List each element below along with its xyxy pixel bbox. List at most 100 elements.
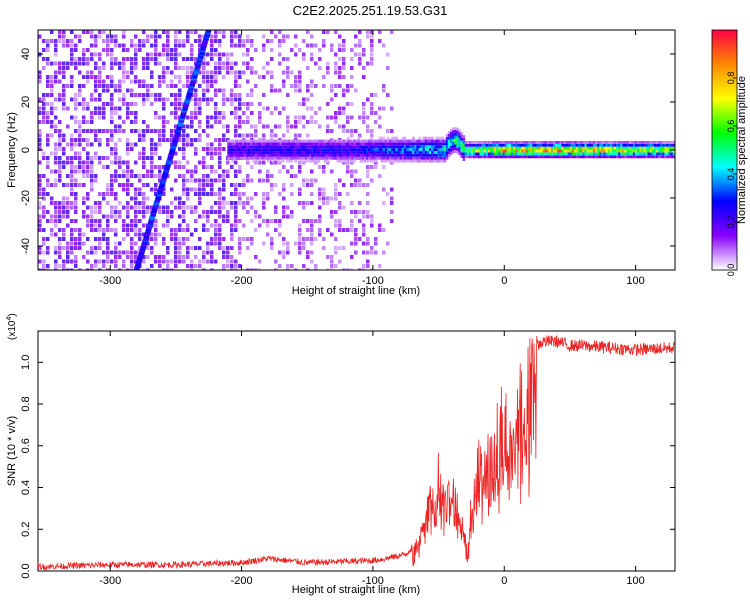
- noise-cell: [242, 183, 246, 187]
- noise-cell: [370, 30, 374, 34]
- band-cell: [647, 155, 651, 159]
- noise-cell: [210, 97, 214, 102]
- band-cell: [258, 139, 262, 143]
- noise-cell: [294, 174, 298, 178]
- band-cell: [563, 155, 567, 159]
- noise-cell: [98, 70, 102, 75]
- band-cell: [454, 127, 457, 130]
- noise-cell: [54, 52, 58, 57]
- noise-cell: [138, 151, 142, 156]
- noise-cell: [222, 196, 226, 201]
- noise-cell: [266, 219, 270, 223]
- noise-cell: [278, 52, 282, 57]
- noise-cell: [162, 75, 166, 79]
- band-cell: [250, 156, 253, 160]
- noise-cell: [294, 120, 298, 124]
- noise-cell: [350, 210, 354, 214]
- band-cell: [542, 146, 546, 150]
- band-cell: [342, 151, 346, 154]
- band-cell: [233, 156, 237, 160]
- band-cell: [302, 142, 306, 146]
- band-cell: [510, 152, 514, 156]
- noise-cell: [102, 66, 106, 70]
- band-cell: [347, 148, 350, 152]
- noise-cell: [190, 66, 194, 70]
- noise-cell: [250, 268, 254, 270]
- noise-cell: [46, 268, 50, 270]
- noise-cell: [302, 205, 306, 210]
- noise-cell: [114, 228, 118, 232]
- band-cell: [479, 143, 483, 147]
- band-cell: [662, 149, 665, 153]
- noise-cell: [106, 237, 110, 241]
- noise-cell: [318, 205, 322, 210]
- band-cell: [365, 151, 369, 154]
- noise-cell: [226, 129, 230, 133]
- band-cell: [489, 141, 493, 144]
- band-cell: [502, 141, 506, 144]
- noise-cell: [366, 124, 370, 129]
- band-cell: [439, 145, 443, 149]
- noise-cell: [102, 84, 106, 88]
- band-cell: [567, 149, 571, 153]
- noise-cell: [214, 151, 218, 156]
- noise-cell: [162, 30, 166, 34]
- noise-cell: [234, 30, 238, 34]
- band-cell: [393, 145, 396, 149]
- noise-cell: [114, 61, 118, 66]
- noise-cell: [94, 39, 98, 43]
- noise-cell: [154, 237, 158, 241]
- band-cell: [410, 153, 413, 157]
- band-cell: [647, 149, 651, 153]
- band-cell: [382, 153, 386, 157]
- noise-cell: [134, 228, 138, 232]
- noise-cell: [214, 138, 218, 142]
- noise-cell: [110, 214, 114, 219]
- band-cell: [603, 152, 607, 156]
- noise-cell: [142, 133, 146, 138]
- noise-cell: [326, 66, 330, 70]
- noise-cell: [262, 48, 266, 52]
- band-cell: [273, 156, 277, 160]
- band-cell: [395, 136, 398, 140]
- band-cell: [269, 148, 272, 152]
- band-cell: [260, 151, 264, 154]
- noise-cell: [254, 214, 258, 219]
- noise-cell: [198, 34, 202, 39]
- spectrogram-x-tick-label: -300: [99, 275, 121, 287]
- band-cell: [340, 148, 344, 152]
- noise-cell: [178, 106, 182, 111]
- band-cell: [660, 149, 663, 153]
- band-cell: [414, 142, 417, 146]
- noise-cell: [242, 39, 246, 43]
- band-cell: [340, 139, 344, 143]
- noise-cell: [86, 156, 90, 160]
- band-cell: [370, 136, 373, 140]
- band-cell: [660, 143, 663, 147]
- band-cell: [464, 146, 468, 150]
- band-cell: [416, 148, 419, 152]
- band-cell: [294, 139, 298, 143]
- noise-cell: [306, 66, 310, 70]
- noise-cell: [314, 178, 318, 183]
- noise-cell: [250, 178, 254, 183]
- noise-cell: [190, 75, 194, 79]
- band-cell: [294, 145, 298, 149]
- band-cell: [620, 143, 623, 147]
- noise-cell: [286, 241, 290, 246]
- band-cell: [410, 145, 413, 149]
- band-cell: [338, 142, 342, 146]
- noise-cell: [54, 142, 58, 147]
- noise-cell: [74, 237, 78, 241]
- band-cell: [458, 146, 462, 150]
- band-cell: [592, 152, 596, 156]
- noise-cell: [302, 160, 306, 165]
- band-cell: [389, 142, 392, 146]
- noise-cell: [58, 34, 62, 39]
- noise-cell: [194, 210, 198, 214]
- band-cell: [290, 145, 293, 149]
- band-cell: [420, 153, 424, 157]
- noise-cell: [58, 246, 62, 250]
- band-cell: [407, 151, 411, 154]
- band-cell: [624, 141, 628, 144]
